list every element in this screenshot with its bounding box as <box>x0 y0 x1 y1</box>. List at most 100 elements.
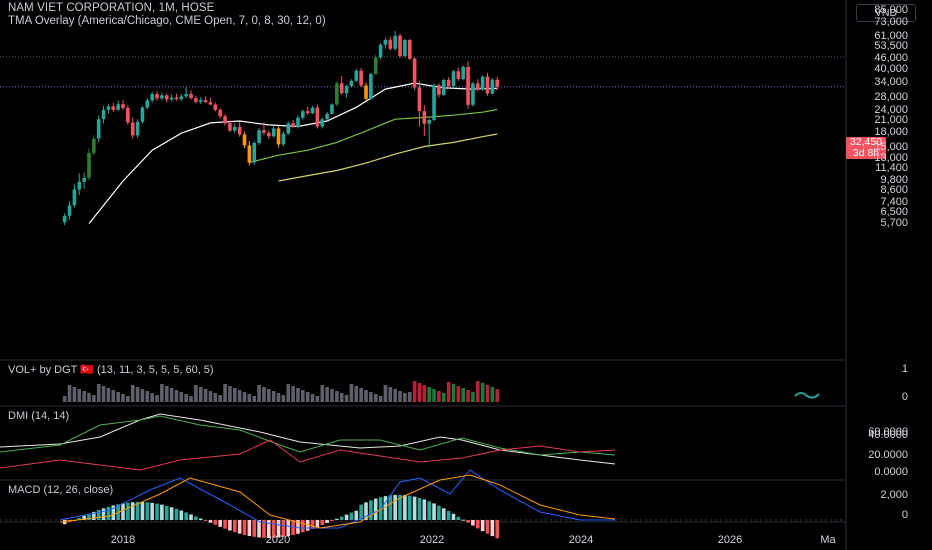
volume-bar <box>373 394 378 402</box>
candle-body <box>301 111 305 118</box>
macd-histogram-bar <box>218 520 222 527</box>
macd-histogram-bar <box>223 520 227 529</box>
volume-bar <box>228 386 232 402</box>
volume-bar <box>237 390 242 402</box>
candle-body <box>198 100 203 102</box>
macd-histogram-bar <box>369 500 373 520</box>
candle-body <box>237 126 242 135</box>
candle-body <box>111 106 116 110</box>
macd-histogram-bar <box>461 519 465 521</box>
macd-histogram-bar <box>237 520 242 534</box>
moving-average-line <box>88 82 498 224</box>
candle-body <box>92 138 96 153</box>
price-tick-label: 7,400 <box>880 196 908 209</box>
volume-bar <box>189 396 193 402</box>
candle-body <box>412 58 417 88</box>
candle-body <box>189 94 193 99</box>
candle-body <box>339 83 344 94</box>
volume-bar <box>330 389 334 402</box>
volume-bar <box>432 389 436 402</box>
macd-histogram-bar <box>330 520 334 521</box>
macd-histogram-bar <box>164 505 169 520</box>
macd-histogram-bar <box>485 520 490 534</box>
price-tick-label: 53,500 <box>874 40 908 53</box>
candle-body <box>461 67 465 80</box>
macd-histogram-bar <box>135 502 140 520</box>
candle-body <box>135 121 140 136</box>
macd-histogram-bar <box>271 520 276 538</box>
candle-body <box>281 133 286 145</box>
candle-body <box>247 145 252 163</box>
candle-body <box>276 128 281 145</box>
volume-bar <box>257 385 261 402</box>
volume-bar <box>461 388 465 402</box>
volume-bar <box>92 395 96 402</box>
macd-histogram-bar <box>466 520 470 523</box>
candle-body <box>388 39 393 49</box>
candle-body <box>140 107 145 122</box>
volume-bar <box>194 385 198 402</box>
macd-histogram-bar <box>208 520 213 523</box>
indicator-tick-label: 60.0000 <box>868 426 908 438</box>
macd-histogram-bar <box>398 494 402 520</box>
dmi-pane-label: DMI (14, 14) <box>8 410 70 422</box>
volume-bar <box>480 383 485 402</box>
price-tick-label: 40,000 <box>874 63 908 76</box>
price-tick-label: 6,500 <box>880 206 908 219</box>
indicator-title: TMA Overlay (America/Chicago, CME Open, … <box>8 15 326 27</box>
macd-histogram-bar <box>228 520 232 531</box>
macd-histogram-bar <box>184 512 188 520</box>
volume-bar <box>82 391 86 402</box>
macd-histogram-bar <box>320 520 325 526</box>
volume-bar <box>466 390 470 402</box>
volume-bar <box>393 389 397 402</box>
volume-bar <box>349 384 354 402</box>
candle-body <box>471 83 475 105</box>
volume-bar <box>407 392 412 402</box>
volume-bar <box>106 388 111 402</box>
candle-body <box>208 102 213 105</box>
moving-average-line <box>249 108 498 164</box>
candle-body <box>257 130 261 143</box>
candle-body <box>480 76 485 90</box>
volume-bar <box>232 388 237 402</box>
price-tick-label: 21,000 <box>874 114 908 127</box>
volume-bar <box>422 385 427 402</box>
volume-bar <box>286 384 291 402</box>
volume-bar <box>378 396 383 402</box>
macd-histogram-bar <box>126 502 130 520</box>
macd-histogram-bar <box>315 520 320 528</box>
volume-bar <box>203 389 208 402</box>
candle-body <box>296 117 300 127</box>
candle-body <box>485 76 490 94</box>
candle-body <box>451 71 456 87</box>
macd-histogram-bar <box>349 512 354 520</box>
macd-histogram-bar <box>257 520 261 538</box>
volume-bar <box>451 384 456 402</box>
time-tick-label: 2024 <box>568 534 594 546</box>
currency-selector[interactable]: VND <box>856 4 916 22</box>
macd-histogram-bar <box>475 520 480 529</box>
indicator-tick-label: 1 <box>901 363 908 375</box>
indicator-tick-label: 20.0000 <box>868 449 908 461</box>
macd-histogram-bar <box>495 520 500 539</box>
macd-histogram-bar <box>359 504 363 520</box>
volume-bar <box>150 393 154 402</box>
candle-body <box>315 107 320 127</box>
price-tick-label: 85,000 <box>874 4 908 16</box>
candle-body <box>398 35 402 57</box>
candle-body <box>456 71 461 80</box>
volume-bar <box>101 386 106 402</box>
volume-bar <box>301 390 305 402</box>
volume-bar <box>130 385 135 402</box>
volume-bar <box>291 386 295 402</box>
time-tick-label: Ma <box>820 534 836 546</box>
volume-bar <box>369 392 373 402</box>
candle-body <box>213 104 218 110</box>
price-tick-label: 28,000 <box>874 91 908 104</box>
volume-bar <box>325 387 329 402</box>
volume-bar <box>315 396 320 402</box>
price-tick-label: 11,400 <box>875 162 908 175</box>
bar-countdown: 3d 8h <box>852 147 880 159</box>
